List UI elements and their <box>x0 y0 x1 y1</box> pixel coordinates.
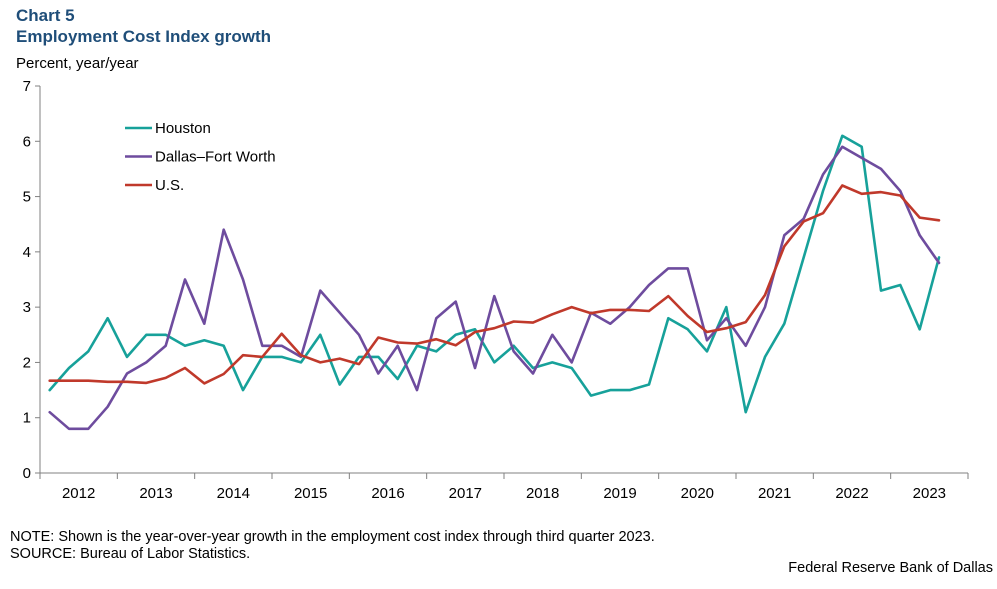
x-tick-label: 2019 <box>603 485 636 502</box>
x-tick-label: 2023 <box>913 485 946 502</box>
series-line-u-s <box>48 184 941 385</box>
x-tick-label: 2022 <box>835 485 868 502</box>
y-tick-label: 4 <box>23 244 31 261</box>
x-tick-label: 2015 <box>294 485 327 502</box>
series-line-houston <box>48 134 941 414</box>
y-tick-label: 7 <box>23 78 31 95</box>
x-tick-label: 2014 <box>217 485 250 502</box>
chart-title: Employment Cost Index growth <box>16 27 272 46</box>
chart-source: SOURCE: Bureau of Labor Statistics. <box>10 546 251 562</box>
y-tick-label: 3 <box>23 299 31 316</box>
chart-note: NOTE: Shown is the year-over-year growth… <box>10 529 655 545</box>
y-axis-label: Percent, year/year <box>16 55 139 72</box>
chart-legend: Houston Dallas–Fort Worth U.S. <box>125 120 276 194</box>
y-tick-label: 0 <box>23 465 31 482</box>
y-tick-label: 2 <box>23 354 31 371</box>
legend-label: U.S. <box>155 177 184 194</box>
y-tick-label: 1 <box>23 410 31 427</box>
series-line-dallas-fort-worth <box>48 145 941 431</box>
y-tick-label: 5 <box>23 189 31 206</box>
legend-label: Houston <box>155 120 211 137</box>
x-tick-label: 2016 <box>371 485 404 502</box>
x-tick-label: 2012 <box>62 485 95 502</box>
legend-label: Dallas–Fort Worth <box>155 149 276 166</box>
chart-credit: Federal Reserve Bank of Dallas <box>788 560 993 576</box>
x-tick-label: 2020 <box>681 485 714 502</box>
chart-axes: 0 1 2 3 4 5 6 7 2012 2013 2014 2015 2016 2017 2018 2019… <box>23 78 969 502</box>
x-tick-label: 2013 <box>139 485 172 502</box>
x-tick-label: 2017 <box>449 485 482 502</box>
chart-series <box>48 134 941 431</box>
y-tick-label: 6 <box>23 133 31 150</box>
chart-number: Chart 5 <box>16 6 75 25</box>
line-chart: 0 1 2 3 4 5 6 7 2012 2013 2014 2015 2016 2017 2018 2019… <box>23 78 969 502</box>
x-tick-label: 2021 <box>758 485 791 502</box>
x-tick-label: 2018 <box>526 485 559 502</box>
